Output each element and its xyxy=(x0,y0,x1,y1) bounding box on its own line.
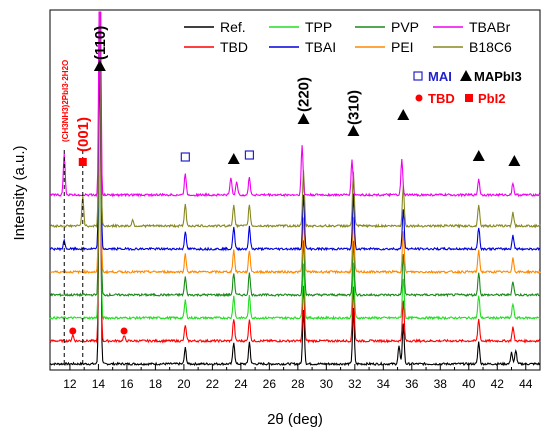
x-tick-label: 36 xyxy=(405,377,419,391)
x-tick-label: 32 xyxy=(348,377,362,391)
mapbi3-peak-marker xyxy=(347,125,360,136)
hydrate-label: (CH3NH3)2PbI3·2H2O xyxy=(61,60,70,142)
legend: Ref. TBD TPP TBAI PVP PEI TBABr B18C6 MAI MAPbI3 T… xyxy=(184,19,522,106)
x-tick-label: 40 xyxy=(462,377,476,391)
x-tick-label: 38 xyxy=(434,377,448,391)
mapbi3-peak-marker xyxy=(297,113,310,124)
x-tick-label: 34 xyxy=(377,377,391,391)
legend-tbd-label: TBD xyxy=(428,91,455,106)
series-line-ref xyxy=(49,33,541,367)
legend-label: B18C6 xyxy=(469,39,512,55)
x-tick-label: 26 xyxy=(263,377,277,391)
legend-label: Ref. xyxy=(220,19,246,35)
x-axis-label: 2θ (deg) xyxy=(267,411,323,428)
legend-mapbi3-marker xyxy=(460,70,472,81)
x-axis: 12 14 16 18 20 22 24 26 28 30 32 34 36 38 40 42 44 xyxy=(63,364,533,391)
legend-mai-marker xyxy=(413,71,423,81)
mai-peak-marker xyxy=(244,150,255,160)
mapbi3-peak-marker xyxy=(508,155,521,166)
series-line-pvp xyxy=(49,11,541,298)
pbi2-peak-marker xyxy=(78,158,87,166)
legend-mapbi3-label: MAPbI3 xyxy=(474,69,522,84)
annotations: (110) (220) (310) (001) (CH3NH3)2PbI3·2H2O xyxy=(61,26,521,335)
x-tick-label: 16 xyxy=(120,377,134,391)
series-line-tbd xyxy=(49,11,541,344)
peak-label-001: (001) xyxy=(75,117,92,152)
x-tick-label: 24 xyxy=(234,377,248,391)
mapbi3-peak-marker xyxy=(227,153,240,164)
peak-label-110: (110) xyxy=(92,26,109,60)
x-tick-label: 44 xyxy=(519,377,533,391)
series-line-b18c6 xyxy=(49,11,541,229)
legend-label: TBD xyxy=(220,39,248,55)
mapbi3-peak-marker xyxy=(397,109,410,120)
legend-label: TBAI xyxy=(305,39,336,55)
peak-label-220: (220) xyxy=(296,77,313,112)
legend-label: PEI xyxy=(391,39,414,55)
x-tick-label: 30 xyxy=(320,377,334,391)
x-tick-label: 42 xyxy=(491,377,505,391)
x-tick-label: 20 xyxy=(177,377,191,391)
legend-tbd-marker xyxy=(415,94,423,102)
tbd-peak-marker xyxy=(120,327,128,335)
x-tick-label: 28 xyxy=(291,377,305,391)
series-line-pei xyxy=(49,11,541,275)
legend-pbi2-label: PbI2 xyxy=(478,91,505,106)
peak-label-310: (310) xyxy=(345,90,362,125)
x-tick-label: 14 xyxy=(92,377,106,391)
legend-mai-label: MAI xyxy=(428,69,452,84)
x-tick-label: 22 xyxy=(206,377,220,391)
series-traces xyxy=(49,11,541,367)
legend-label: PVP xyxy=(391,19,419,35)
mapbi3-peak-marker xyxy=(93,60,106,71)
x-tick-label: 12 xyxy=(63,377,77,391)
series-line-tbabr xyxy=(49,11,541,198)
y-axis-label: Intensity (a.u.) xyxy=(11,145,28,240)
series-line-tpp xyxy=(49,11,541,321)
legend-label: TPP xyxy=(305,19,332,35)
x-tick-label: 18 xyxy=(149,377,163,391)
mai-peak-marker xyxy=(180,152,190,162)
plot-frame xyxy=(49,9,541,371)
legend-pbi2-marker xyxy=(465,94,473,102)
tbd-peak-marker xyxy=(69,327,77,335)
legend-label: TBABr xyxy=(469,19,511,35)
mapbi3-peak-marker xyxy=(472,150,485,161)
series-line-tbai xyxy=(49,11,541,252)
